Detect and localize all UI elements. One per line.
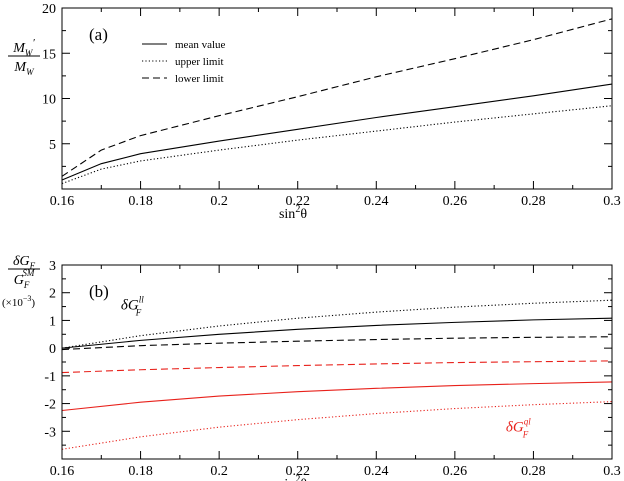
y-tick-label: 0 — [49, 342, 56, 357]
y-tick-label: 10 — [42, 93, 56, 108]
annotation-sub: F — [135, 307, 142, 317]
y-tick-label: -1 — [44, 370, 56, 385]
y-label-den-sub: F — [23, 280, 30, 290]
x-tick-label: 0.2 — [210, 194, 228, 209]
x-axis-label-base: sin — [279, 207, 295, 222]
annotation-base: δG — [506, 419, 524, 435]
annotation-sup: ll — [139, 294, 145, 304]
x-tick-label: 0.18 — [128, 464, 153, 479]
legend-label: lower limit — [175, 73, 224, 85]
y-label-den-base: G — [14, 273, 24, 288]
y-scale-prefix: (×10 — [2, 297, 23, 309]
x-tick-label: 0.24 — [364, 464, 389, 479]
y-tick-label: 1 — [49, 314, 56, 329]
x-axis-label-sup: 2 — [295, 204, 300, 215]
series-line-ql-lower-limit — [61, 360, 613, 374]
series-line-ll-lower-limit — [61, 336, 613, 351]
annotation: δGll F — [121, 294, 144, 317]
x-tick-label: 0.3 — [603, 194, 621, 209]
x-tick-label: 0.22 — [285, 194, 310, 209]
y-tick-label: 5 — [49, 138, 56, 153]
plot-frame — [61, 7, 613, 190]
y-label-num-base: M — [12, 41, 26, 56]
panel-label: (b) — [89, 282, 109, 301]
x-tick-label: 0.18 — [128, 194, 153, 209]
y-axis-label-denominator: MW — [13, 60, 35, 77]
y-tick-label: 3 — [49, 259, 56, 274]
y-axis-scale-label: (×10−3) — [2, 294, 35, 309]
y-tick-label: -3 — [44, 425, 56, 440]
series-line-upper-limit — [61, 105, 613, 185]
y-label-den-base: M — [13, 60, 27, 75]
x-axis-label-sup: 2 — [295, 474, 300, 481]
y-axis-label-numerator: MW′ — [12, 37, 35, 58]
x-tick-label: 0.3 — [603, 464, 621, 479]
y-label-den-sub: W — [26, 67, 35, 77]
annotation-sup: ql — [524, 416, 532, 426]
y-tick-label: 20 — [42, 2, 56, 17]
annotation-base: δG — [121, 297, 139, 313]
x-tick-label: 0.16 — [50, 194, 75, 209]
x-tick-label: 0.28 — [521, 464, 546, 479]
panel-b: 0.16 0.18 0.2 0.22 0.24 0.26 0.28 0.3 -3 -2 -1 0 1 2 3… — [2, 254, 621, 481]
y-tick-label: 15 — [42, 47, 56, 62]
y-label-num-sub: W — [25, 48, 34, 58]
y-label-den-sup: SM — [22, 268, 35, 278]
series-line-ll-upper-limit — [61, 299, 613, 349]
annotation-sub: F — [522, 429, 529, 439]
y-label-num-sup: ′ — [32, 37, 35, 49]
y-axis-label-numerator: δGF — [13, 254, 36, 271]
annotation: δGql F — [506, 416, 531, 439]
panel-label: (a) — [89, 25, 108, 44]
x-axis-label-theta: θ — [300, 477, 307, 481]
x-axis-label: sin2θ — [279, 204, 307, 222]
y-tick-label: 2 — [49, 287, 56, 302]
x-tick-label: 0.16 — [50, 464, 75, 479]
panel-a: 0.16 0.18 0.2 0.22 0.24 0.26 0.28 0.3 5 10 15 20 sin… — [8, 2, 621, 222]
series-line-ql-mean-value — [61, 381, 613, 412]
x-tick-label: 0.22 — [285, 464, 310, 479]
y-scale-sup: −3 — [23, 294, 32, 303]
y-scale-suffix: ) — [31, 297, 35, 309]
x-tick-label: 0.26 — [443, 194, 468, 209]
x-tick-label: 0.2 — [210, 464, 228, 479]
series-line-ql-upper-limit — [61, 401, 613, 450]
x-axis-label-base: sin — [279, 477, 295, 481]
x-axis-label: sin2θ — [279, 474, 307, 481]
y-label-num-sub: F — [29, 261, 36, 271]
x-axis-label-theta: θ — [300, 207, 307, 222]
legend: mean value upper limit lower limit — [142, 39, 226, 85]
x-tick-label: 0.26 — [443, 464, 468, 479]
series-line-ll-mean-value — [61, 317, 613, 349]
series-line-mean-value — [61, 83, 613, 181]
legend-label: mean value — [175, 39, 226, 51]
y-label-num-base: δG — [13, 254, 30, 269]
legend-label: upper limit — [175, 56, 224, 68]
y-tick-label: -2 — [44, 398, 56, 413]
x-tick-label: 0.24 — [364, 194, 389, 209]
series-line-lower-limit — [61, 18, 613, 177]
y-axis-label-denominator: GF SM — [14, 268, 35, 290]
x-tick-label: 0.28 — [521, 194, 546, 209]
